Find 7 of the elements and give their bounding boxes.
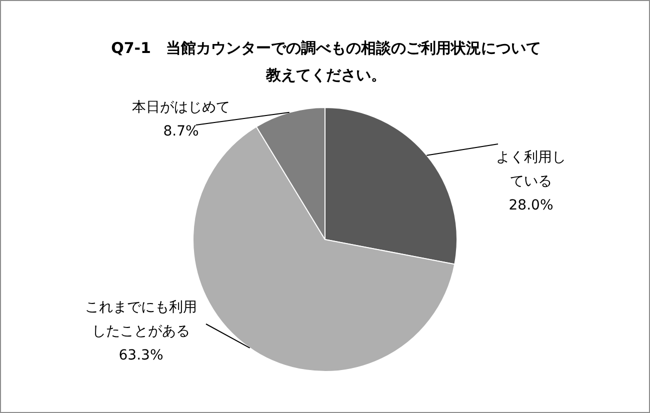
- data-label: 28.0%: [508, 198, 554, 214]
- chart-title: Q7-1 当館カウンターでの調べもの相談のご利用状況について教えてください。: [110, 38, 542, 86]
- slice-label: よく利用している: [496, 150, 566, 190]
- data-label: 8.7%: [163, 124, 199, 140]
- data-label: 63.3%: [118, 348, 164, 364]
- slice-label: 本日がはじめて: [132, 100, 230, 116]
- slice-label: これまでにも利用したことがある: [85, 300, 197, 340]
